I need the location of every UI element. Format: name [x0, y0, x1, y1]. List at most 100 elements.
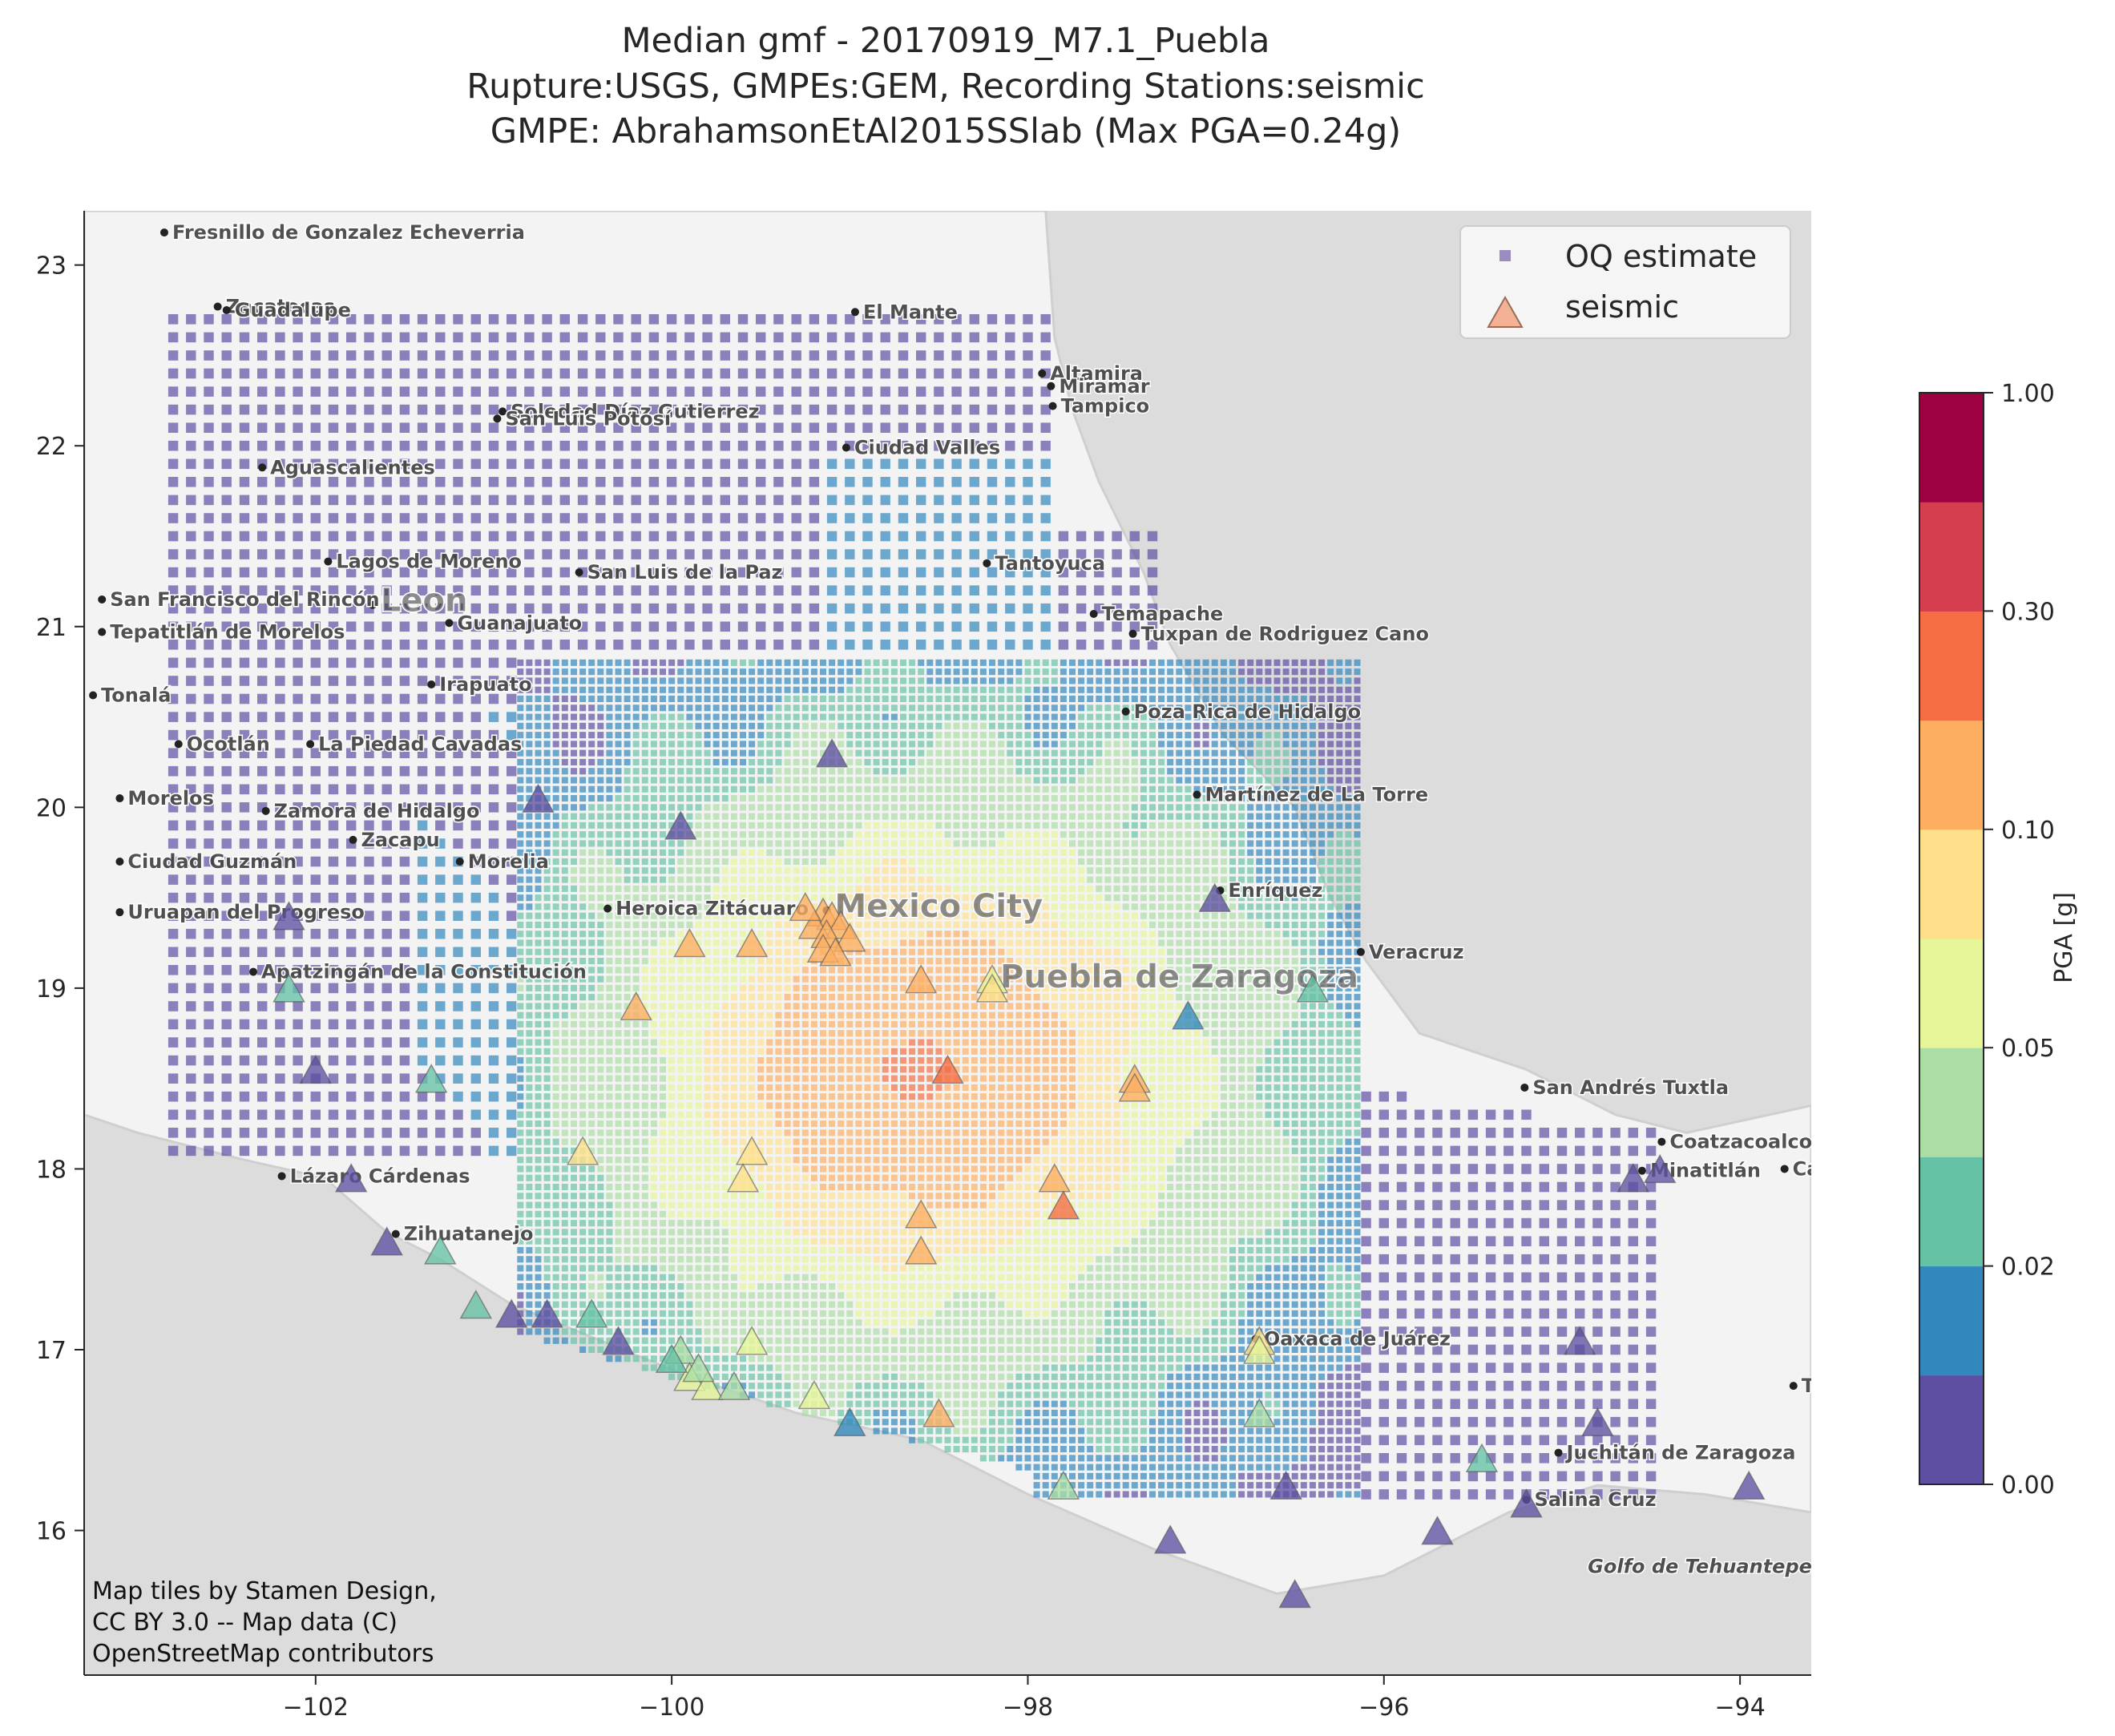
oq-estimate-point: [631, 440, 641, 451]
oq-estimate-point: [517, 975, 524, 983]
oq-estimate-point: [666, 585, 677, 595]
oq-estimate-point: [632, 686, 640, 693]
oq-estimate-point: [381, 640, 392, 650]
oq-estimate-point: [293, 531, 303, 542]
oq-estimate-point: [597, 741, 604, 748]
oq-estimate-point: [257, 603, 268, 614]
oq-estimate-point: [552, 885, 559, 892]
oq-estimate-point: [704, 749, 711, 757]
oq-estimate-point: [613, 531, 624, 542]
oq-estimate-point: [632, 1301, 640, 1308]
oq-estimate-point: [542, 549, 552, 559]
oq-estimate-point: [838, 1328, 845, 1335]
oq-estimate-point: [695, 1220, 702, 1227]
oq-estimate-point: [204, 440, 214, 451]
oq-estimate-point: [721, 1129, 729, 1136]
oq-estimate-point: [239, 1145, 250, 1157]
oq-estimate-point: [730, 1174, 737, 1181]
oq-estimate-point: [488, 1019, 499, 1030]
oq-estimate-point: [399, 856, 410, 867]
oq-estimate-point: [168, 458, 179, 470]
oq-estimate-point: [820, 1147, 826, 1154]
oq-estimate-point: [864, 1400, 871, 1407]
oq-estimate-point: [453, 802, 463, 813]
oq-estimate-point: [168, 332, 179, 343]
oq-estimate-point: [712, 876, 720, 883]
oq-estimate-point: [898, 422, 909, 433]
oq-estimate-point: [721, 1011, 729, 1019]
oq-estimate-point: [204, 983, 214, 994]
oq-estimate-point: [571, 1265, 577, 1272]
oq-estimate-point: [766, 1020, 773, 1027]
oq-estimate-point: [882, 1237, 889, 1245]
oq-estimate-point: [488, 947, 499, 958]
oq-estimate-point: [730, 1220, 737, 1227]
oq-estimate-point: [909, 1174, 916, 1181]
oq-estimate-point: [543, 903, 551, 910]
oq-estimate-point: [660, 1292, 666, 1299]
oq-estimate-point: [801, 1256, 809, 1263]
oq-estimate-point: [561, 1030, 568, 1037]
oq-estimate-point: [470, 314, 481, 325]
oq-estimate-point: [650, 975, 657, 983]
oq-estimate-point: [552, 831, 559, 838]
oq-estimate-point: [275, 368, 285, 379]
oq-estimate-point: [686, 785, 693, 793]
oq-estimate-point: [381, 712, 392, 722]
oq-estimate-point: [632, 1246, 640, 1254]
oq-estimate-point: [571, 813, 577, 820]
oq-estimate-point: [615, 1319, 622, 1326]
oq-estimate-point: [677, 1256, 684, 1263]
oq-estimate-point: [826, 567, 838, 578]
oq-estimate-point: [648, 603, 660, 614]
oq-estimate-point: [749, 958, 756, 965]
oq-estimate-point: [695, 921, 702, 928]
oq-estimate-point: [346, 1037, 357, 1048]
oq-estimate-point: [737, 549, 749, 559]
oq-estimate-point: [749, 1066, 756, 1073]
oq-estimate-point: [577, 458, 588, 470]
oq-estimate-point: [810, 804, 817, 811]
oq-estimate-point: [641, 795, 648, 802]
oq-estimate-point: [470, 1091, 481, 1102]
oq-estimate-point: [900, 912, 906, 919]
oq-estimate-point: [695, 1102, 702, 1109]
oq-estimate-point: [275, 693, 285, 704]
oq-estimate-point: [845, 603, 855, 614]
oq-estimate-point: [668, 1283, 676, 1290]
oq-estimate-point: [552, 1174, 559, 1181]
oq-estimate-point: [704, 1039, 711, 1046]
oq-estimate-point: [684, 495, 695, 506]
oq-estimate-point: [704, 1066, 711, 1073]
oq-estimate-point: [712, 704, 720, 712]
oq-estimate-point: [615, 948, 622, 955]
oq-estimate-point: [677, 1201, 684, 1209]
oq-estimate-point: [535, 1274, 542, 1281]
oq-estimate-point: [890, 1337, 898, 1344]
oq-estimate-point: [677, 1048, 684, 1055]
oq-estimate-point: [571, 1120, 577, 1128]
oq-estimate-point: [855, 1129, 862, 1136]
oq-estimate-point: [775, 1048, 782, 1055]
oq-estimate-point: [704, 885, 711, 892]
oq-estimate-point: [364, 693, 374, 704]
oq-estimate-point: [855, 831, 862, 838]
oq-estimate-point: [632, 1210, 640, 1217]
oq-estimate-point: [784, 1373, 791, 1380]
oq-estimate-point: [561, 849, 568, 856]
oq-estimate-point: [186, 603, 196, 614]
oq-estimate-point: [615, 1301, 622, 1308]
oq-estimate-point: [631, 549, 641, 559]
oq-estimate-point: [829, 1147, 836, 1154]
oq-estimate-point: [650, 1093, 657, 1100]
oq-estimate-point: [686, 749, 693, 757]
oq-estimate-point: [535, 958, 542, 965]
oq-estimate-point: [417, 657, 428, 668]
oq-estimate-point: [641, 1319, 648, 1326]
oq-estimate-point: [624, 1147, 631, 1154]
oq-estimate-point: [517, 713, 524, 721]
oq-estimate-point: [793, 1229, 800, 1236]
oq-estimate-point: [775, 1346, 782, 1353]
oq-estimate-point: [204, 910, 214, 921]
oq-estimate-point: [535, 903, 542, 910]
